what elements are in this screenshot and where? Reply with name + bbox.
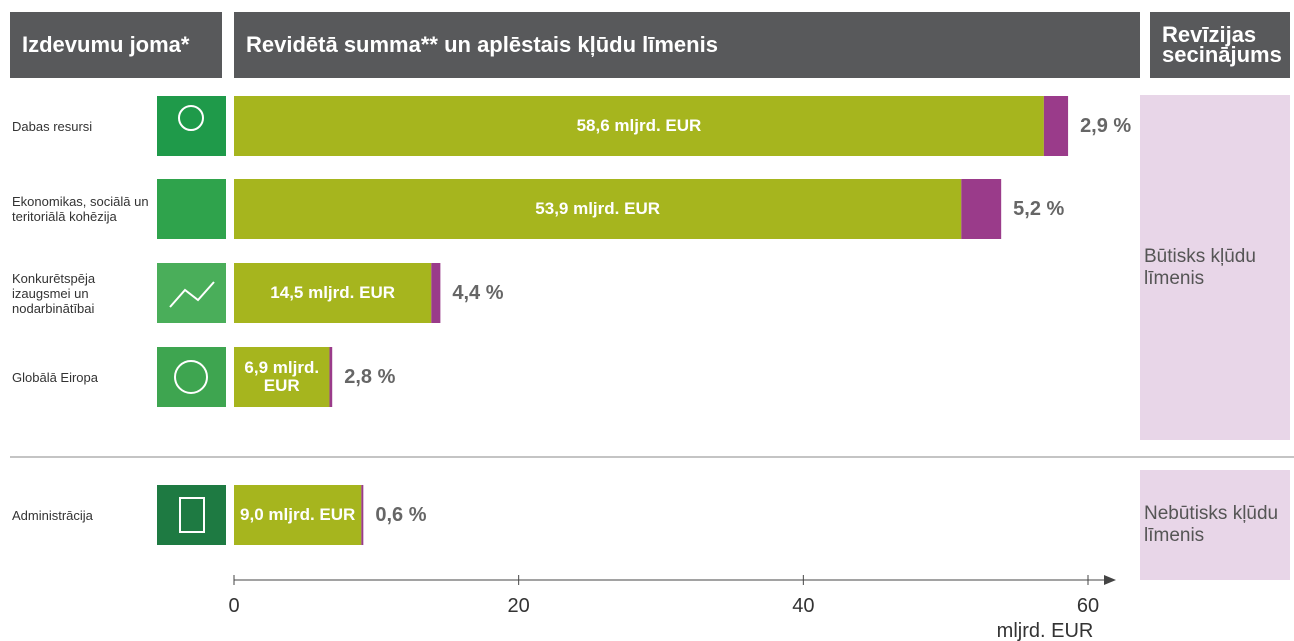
- error-label: 2,8 %: [344, 365, 396, 388]
- icon-glyph: [178, 105, 204, 131]
- x-axis-label: mljrd. EUR: [997, 620, 1094, 641]
- value-label: 6,9 mljrd. EUR: [244, 358, 320, 395]
- error-segment: [361, 485, 364, 545]
- error-segment: [431, 263, 441, 323]
- error-segment: [329, 347, 333, 407]
- conclusion: Nebūtisks kļūdu līmenis: [1140, 470, 1290, 580]
- category-label: Ekonomikas, sociālā un teritoriālā kohēz…: [12, 194, 149, 224]
- value-label: 58,6 mljrd. EUR: [576, 116, 702, 135]
- category-label: Dabas resursi: [12, 118, 93, 134]
- icon-glyph: [179, 497, 205, 533]
- value-label: 9,0 mljrd. EUR: [240, 505, 356, 524]
- icon: [157, 179, 226, 239]
- error-segment: [961, 179, 1002, 239]
- category-label: Administrācija: [12, 507, 93, 523]
- icon: [157, 485, 226, 545]
- bar: [234, 179, 962, 239]
- error-label: 0,6 %: [375, 503, 427, 526]
- bar: [234, 485, 362, 545]
- x-tick-label: 60: [1077, 595, 1099, 617]
- x-tick-label: 0: [228, 595, 239, 617]
- icons: [157, 96, 226, 545]
- bar: [234, 96, 1044, 156]
- value-label: 53,9 mljrd. EUR: [535, 199, 660, 218]
- error-label: 4,4 %: [452, 281, 504, 304]
- icon-glyph: [169, 281, 215, 308]
- icon: [157, 347, 226, 407]
- icon: [157, 263, 226, 323]
- error-label: 2,9 %: [1080, 114, 1132, 137]
- x-tick-label: 40: [792, 595, 814, 617]
- header: Izdevumu joma*: [10, 12, 222, 78]
- axis-arrow: [1104, 575, 1116, 585]
- header: Revidētā summa** un aplēstais kļūdu līme…: [234, 12, 1140, 78]
- header: Revīzijas secinājums: [1150, 12, 1290, 78]
- value-label: 14,5 mljrd. EUR: [270, 283, 395, 302]
- error-label: 5,2 %: [1013, 197, 1065, 220]
- bar: [234, 263, 432, 323]
- x-tick-label: 20: [508, 595, 530, 617]
- error-segment: [1043, 96, 1069, 156]
- icon-glyph: [174, 360, 208, 394]
- icon: [157, 96, 226, 156]
- conclusion: Būtisks kļūdu līmenis: [1140, 95, 1290, 440]
- bar: [234, 347, 330, 407]
- category-label: Konkurētspēja izaugsmei un nodarbinātība…: [12, 270, 96, 316]
- category-label: Globālā Eiropa: [12, 369, 98, 385]
